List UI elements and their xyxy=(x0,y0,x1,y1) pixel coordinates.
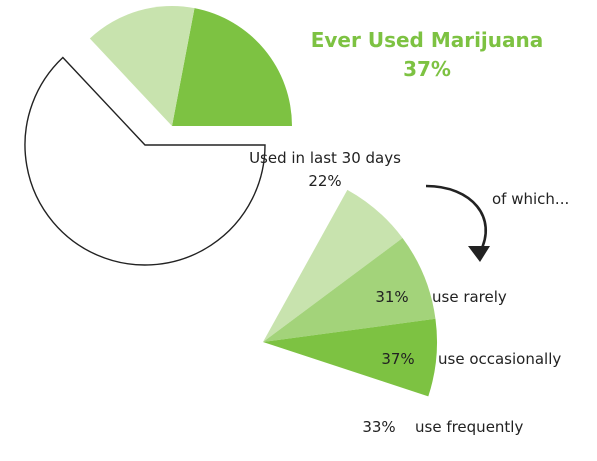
chart-title: Ever Used Marijuana xyxy=(311,28,544,52)
sub-label-frequently: use frequently xyxy=(415,418,523,436)
slice-label-last-30-days: Used in last 30 days xyxy=(249,149,401,167)
chart-title-value: 37% xyxy=(403,57,451,81)
main-pie xyxy=(24,6,292,266)
sub-value-frequently: 33% xyxy=(362,418,395,436)
pie-slice-never-used xyxy=(24,56,266,266)
sub-slice-frequently xyxy=(263,318,438,397)
sub-slice-rarely xyxy=(263,189,403,342)
sub-label-occasionally: use occasionally xyxy=(438,350,561,368)
slice-value-last-30-days: 22% xyxy=(308,172,341,190)
arrow-head xyxy=(468,246,490,262)
sub-pie xyxy=(263,189,438,397)
sub-value-rarely: 31% xyxy=(375,288,408,306)
sub-value-occasionally: 37% xyxy=(381,350,414,368)
sub-label-rarely: use rarely xyxy=(432,288,507,306)
connector-arrow xyxy=(425,184,487,253)
pie-slice-last-30-days xyxy=(172,8,292,127)
of-which-note: of which... xyxy=(492,190,569,208)
sub-slice-occasionally xyxy=(263,238,436,342)
pie-slice-ever-used xyxy=(89,6,195,126)
